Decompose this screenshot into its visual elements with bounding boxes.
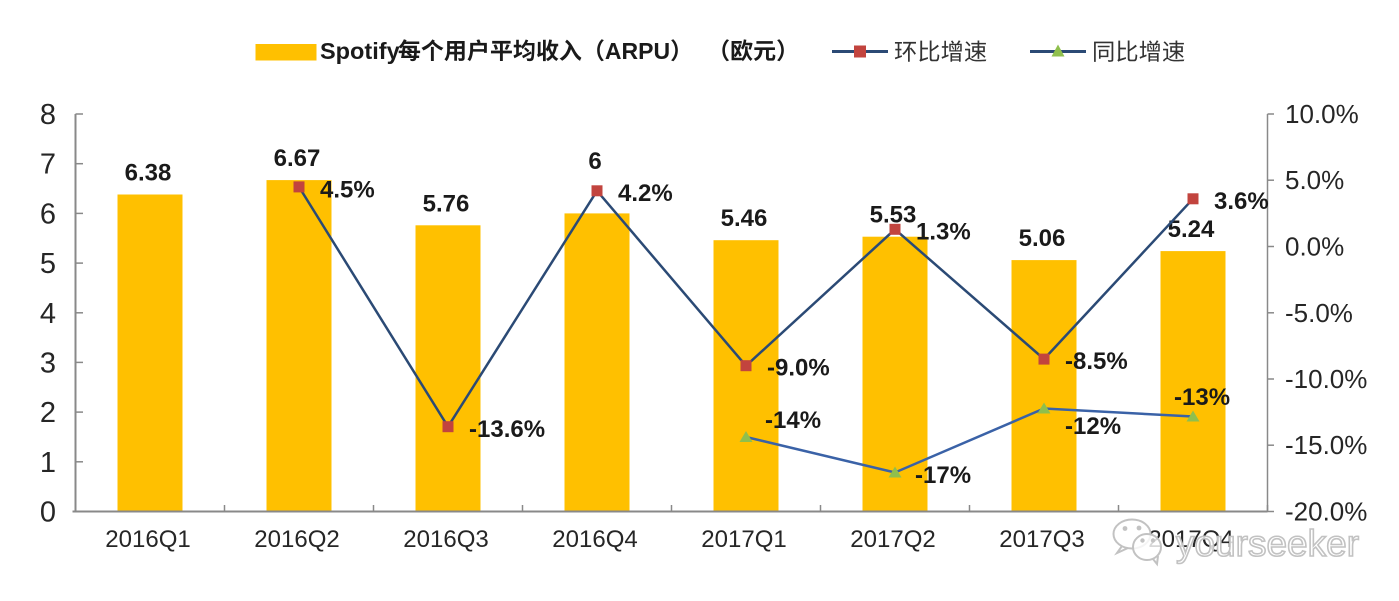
svg-text:5.0%: 5.0%: [1285, 165, 1344, 195]
svg-text:2017Q3: 2017Q3: [999, 526, 1084, 553]
svg-text:3.6%: 3.6%: [1214, 188, 1269, 215]
svg-text:6: 6: [588, 148, 601, 175]
svg-text:-5.0%: -5.0%: [1285, 298, 1353, 328]
svg-text:ARPU: ARPU: [605, 38, 670, 64]
svg-text:5.24: 5.24: [1168, 216, 1215, 243]
svg-text:1: 1: [40, 447, 56, 479]
svg-text:1.3%: 1.3%: [916, 219, 971, 246]
svg-text:4.5%: 4.5%: [320, 177, 375, 204]
svg-text:2017Q4: 2017Q4: [1148, 526, 1233, 553]
svg-text:-10.0%: -10.0%: [1285, 364, 1367, 394]
svg-text:6: 6: [40, 198, 56, 230]
svg-text:-12%: -12%: [1065, 413, 1121, 440]
svg-text:-14%: -14%: [765, 407, 821, 434]
svg-text:5: 5: [40, 248, 56, 280]
svg-text:10.0%: 10.0%: [1285, 99, 1359, 129]
svg-text:-15.0%: -15.0%: [1285, 430, 1367, 460]
svg-text:6.38: 6.38: [125, 160, 172, 187]
svg-text:8: 8: [40, 99, 56, 131]
svg-text:2016Q1: 2016Q1: [105, 526, 190, 553]
svg-text:-13%: -13%: [1174, 384, 1230, 411]
svg-text:-20.0%: -20.0%: [1285, 497, 1367, 527]
svg-text:-8.5%: -8.5%: [1065, 348, 1128, 375]
svg-text:2016Q3: 2016Q3: [403, 526, 488, 553]
svg-text:3: 3: [40, 347, 56, 379]
svg-text:4.2%: 4.2%: [618, 180, 673, 207]
svg-text:5.76: 5.76: [423, 190, 470, 217]
svg-text:-9.0%: -9.0%: [767, 355, 830, 382]
svg-text:yourseeker: yourseeker: [1176, 523, 1359, 564]
svg-text:2017Q2: 2017Q2: [850, 526, 935, 553]
svg-text:4: 4: [40, 298, 56, 330]
svg-text:2016Q2: 2016Q2: [254, 526, 339, 553]
svg-text:-17%: -17%: [915, 462, 971, 489]
svg-text:Spotify: Spotify: [320, 38, 400, 64]
svg-text:0.0%: 0.0%: [1285, 232, 1344, 262]
svg-text:6.67: 6.67: [274, 145, 321, 172]
svg-text:-13.6%: -13.6%: [469, 416, 545, 443]
svg-text:5.06: 5.06: [1019, 225, 1066, 252]
svg-text:2016Q4: 2016Q4: [552, 526, 637, 553]
svg-text:2: 2: [40, 397, 56, 429]
svg-text:2017Q1: 2017Q1: [701, 526, 786, 553]
svg-text:7: 7: [40, 149, 56, 181]
svg-text:5.46: 5.46: [721, 205, 768, 232]
svg-text:0: 0: [40, 497, 56, 529]
